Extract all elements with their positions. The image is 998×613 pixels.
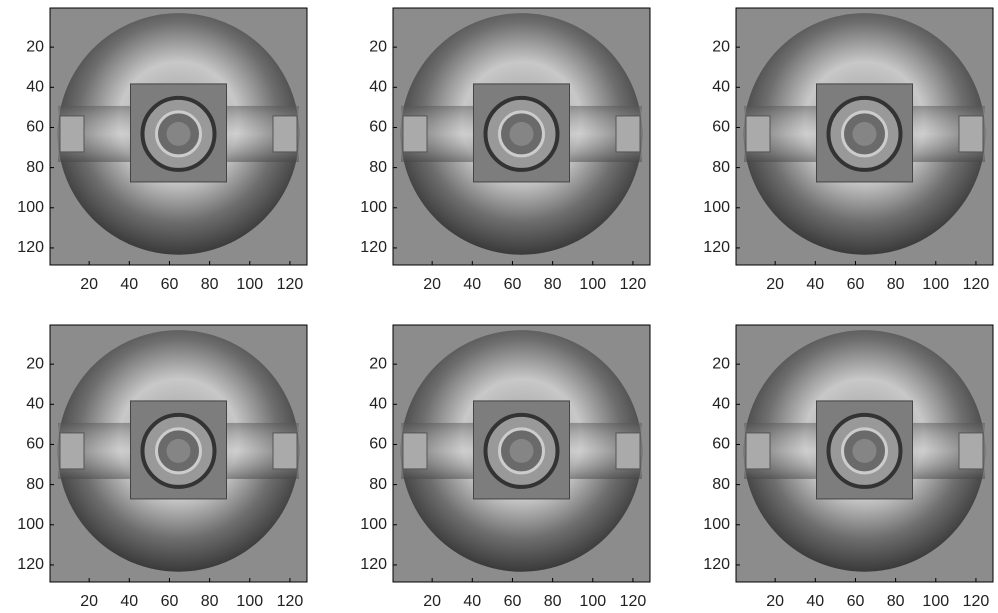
y-tick-label: 100 xyxy=(703,516,730,533)
x-tick-label: 40 xyxy=(120,593,138,610)
y-tick-label: 20 xyxy=(712,38,730,55)
image-window-right xyxy=(958,432,984,470)
x-tick-label: 20 xyxy=(80,276,98,293)
x-tick-label: 80 xyxy=(887,593,905,610)
y-tick-label: 80 xyxy=(712,159,730,176)
image-hub xyxy=(852,438,877,463)
image-window-right xyxy=(615,432,641,470)
image-hub xyxy=(166,438,191,463)
y-tick-label: 20 xyxy=(26,38,44,55)
y-tick-label: 40 xyxy=(369,396,387,413)
y-tick-label: 40 xyxy=(369,79,387,96)
y-tick-label: 40 xyxy=(26,79,44,96)
image-window-left xyxy=(59,432,85,470)
y-tick-label: 100 xyxy=(17,516,44,533)
y-tick-label: 80 xyxy=(26,159,44,176)
image-window-left xyxy=(59,115,85,153)
image-window-right xyxy=(615,115,641,153)
x-tick-label: 120 xyxy=(963,276,990,293)
x-tick-label: 120 xyxy=(277,593,304,610)
x-tick-label: 120 xyxy=(277,276,304,293)
y-tick-label: 40 xyxy=(712,396,730,413)
y-tick-label: 60 xyxy=(712,436,730,453)
axes-frame xyxy=(49,7,308,266)
x-tick-label: 20 xyxy=(423,276,441,293)
y-tick-label: 100 xyxy=(17,199,44,216)
axes-frame xyxy=(735,7,994,266)
y-tick-label: 120 xyxy=(703,556,730,573)
x-tick-label: 100 xyxy=(922,276,949,293)
image-window-left xyxy=(402,432,428,470)
y-tick-label: 60 xyxy=(369,436,387,453)
y-tick-label: 60 xyxy=(26,436,44,453)
axes-frame xyxy=(735,324,994,583)
y-tick-label: 80 xyxy=(26,476,44,493)
x-tick-label: 60 xyxy=(161,593,179,610)
image-window-right xyxy=(272,115,298,153)
x-tick-label: 100 xyxy=(236,593,263,610)
y-tick-label: 20 xyxy=(369,355,387,372)
image-hub xyxy=(852,121,877,146)
x-tick-label: 80 xyxy=(544,276,562,293)
y-tick-label: 120 xyxy=(360,239,387,256)
y-tick-label: 80 xyxy=(712,476,730,493)
x-tick-label: 120 xyxy=(963,593,990,610)
y-tick-label: 80 xyxy=(369,476,387,493)
y-tick-label: 120 xyxy=(17,239,44,256)
x-tick-label: 20 xyxy=(766,593,784,610)
x-tick-label: 100 xyxy=(579,593,606,610)
axes-frame xyxy=(49,324,308,583)
image-window-left xyxy=(402,115,428,153)
x-tick-label: 40 xyxy=(806,276,824,293)
x-tick-label: 40 xyxy=(463,276,481,293)
image-window-right xyxy=(272,432,298,470)
image-window-left xyxy=(745,432,771,470)
x-tick-label: 80 xyxy=(201,276,219,293)
y-tick-label: 120 xyxy=(703,239,730,256)
x-tick-label: 60 xyxy=(504,276,522,293)
x-tick-label: 20 xyxy=(423,593,441,610)
y-tick-label: 60 xyxy=(712,119,730,136)
x-tick-label: 80 xyxy=(887,276,905,293)
y-tick-label: 60 xyxy=(26,119,44,136)
x-tick-label: 100 xyxy=(236,276,263,293)
y-tick-label: 20 xyxy=(26,355,44,372)
y-tick-label: 120 xyxy=(17,556,44,573)
x-tick-label: 40 xyxy=(120,276,138,293)
x-tick-label: 80 xyxy=(201,593,219,610)
image-window-right xyxy=(958,115,984,153)
y-tick-label: 40 xyxy=(712,79,730,96)
x-tick-label: 100 xyxy=(922,593,949,610)
x-tick-label: 100 xyxy=(579,276,606,293)
y-tick-label: 100 xyxy=(703,199,730,216)
x-tick-label: 120 xyxy=(620,276,647,293)
image-window-left xyxy=(745,115,771,153)
axes-frame xyxy=(392,324,651,583)
image-hub xyxy=(166,121,191,146)
image-hub xyxy=(509,438,534,463)
y-tick-label: 120 xyxy=(360,556,387,573)
x-tick-label: 60 xyxy=(504,593,522,610)
y-tick-label: 100 xyxy=(360,516,387,533)
x-tick-label: 40 xyxy=(806,593,824,610)
x-tick-label: 20 xyxy=(766,276,784,293)
y-tick-label: 80 xyxy=(369,159,387,176)
x-tick-label: 60 xyxy=(847,593,865,610)
y-tick-label: 20 xyxy=(712,355,730,372)
x-tick-label: 40 xyxy=(463,593,481,610)
y-tick-label: 40 xyxy=(26,396,44,413)
x-tick-label: 60 xyxy=(161,276,179,293)
y-tick-label: 60 xyxy=(369,119,387,136)
x-tick-label: 20 xyxy=(80,593,98,610)
image-hub xyxy=(509,121,534,146)
y-tick-label: 20 xyxy=(369,38,387,55)
x-tick-label: 120 xyxy=(620,593,647,610)
axes-frame xyxy=(392,7,651,266)
x-tick-label: 80 xyxy=(544,593,562,610)
x-tick-label: 60 xyxy=(847,276,865,293)
y-tick-label: 100 xyxy=(360,199,387,216)
